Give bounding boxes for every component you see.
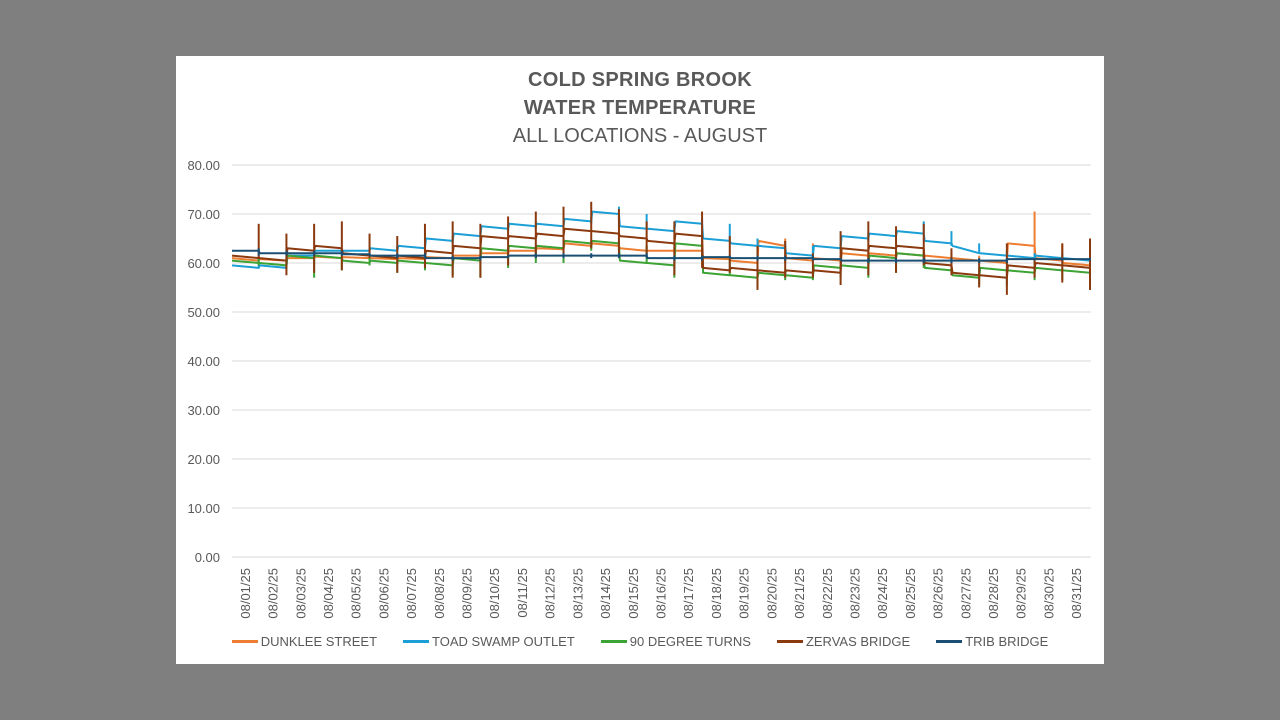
chart-legend: DUNKLEE STREET TOAD SWAMP OUTLET 90 DEGREE… [176, 634, 1104, 649]
legend-label: TOAD SWAMP OUTLET [432, 634, 575, 649]
x-tick-label: 08/17/25 [681, 568, 696, 619]
x-tick-label: 08/31/25 [1069, 568, 1084, 619]
y-tick-label: 50.00 [187, 305, 220, 320]
chart-title: COLD SPRING BROOK [528, 69, 752, 91]
x-tick-label: 08/05/25 [349, 568, 364, 619]
legend-label: TRIB BRIDGE [965, 634, 1049, 649]
x-tick-label: 08/14/25 [598, 568, 613, 619]
chart-subtitle-2: ALL LOCATIONS - AUGUST [512, 125, 768, 147]
y-tick-label: 20.00 [187, 452, 220, 467]
legend-swatch [776, 640, 803, 643]
x-tick-label: 08/24/25 [875, 568, 890, 619]
y-tick-label: 40.00 [187, 354, 220, 369]
x-tick-label: 08/22/25 [820, 568, 835, 619]
series-line [231, 239, 1091, 267]
x-tick-label: 08/28/25 [986, 568, 1001, 619]
x-tick-label: 08/08/25 [432, 568, 447, 619]
y-tick-label: 80.00 [187, 158, 220, 173]
series-trib-bridge [232, 248, 1091, 263]
series-line [231, 210, 1091, 269]
x-tick-label: 08/29/25 [1014, 568, 1029, 619]
x-tick-label: 08/09/25 [460, 568, 475, 619]
x-tick-label: 08/04/25 [321, 568, 336, 619]
x-tick-label: 08/01/25 [238, 568, 253, 619]
x-tick-label: 08/18/25 [709, 568, 724, 619]
y-tick-label: 60.00 [187, 256, 220, 271]
x-tick-label: 08/20/25 [764, 568, 779, 619]
x-tick-label: 08/30/25 [1041, 568, 1056, 619]
x-tick-label: 08/16/25 [654, 568, 669, 619]
chart-title-block: COLD SPRING BROOK WATER TEMPERATURE ALL … [176, 66, 1104, 150]
x-tick-label: 08/21/25 [792, 568, 807, 619]
legend-item: ZERVAS BRIDGE [776, 634, 911, 649]
legend-item: 90 DEGREE TURNS [600, 634, 751, 649]
legend-label: 90 DEGREE TURNS [629, 634, 751, 649]
legend-swatch [600, 640, 627, 643]
legend-label: DUNKLEE STREET [260, 634, 378, 649]
legend-item: TOAD SWAMP OUTLET [403, 634, 575, 649]
x-tick-label: 08/12/25 [543, 568, 558, 619]
x-tick-label: 08/15/25 [626, 568, 641, 619]
chart-card: COLD SPRING BROOK WATER TEMPERATURE ALL … [176, 56, 1104, 664]
y-tick-label: 70.00 [187, 207, 220, 222]
x-tick-label: 08/27/25 [958, 568, 973, 619]
legend-swatch [403, 640, 430, 643]
x-tick-label: 08/06/25 [376, 568, 391, 619]
x-tick-label: 08/25/25 [903, 568, 918, 619]
x-tick-label: 08/26/25 [931, 568, 946, 619]
x-tick-label: 08/07/25 [404, 568, 419, 619]
legend-item: DUNKLEE STREET [231, 634, 378, 649]
series-line [232, 249, 1090, 262]
legend-item: TRIB BRIDGE [936, 634, 1048, 649]
series-line [231, 239, 1091, 279]
x-tick-label: 08/02/25 [266, 568, 281, 619]
x-tick-label: 08/23/25 [847, 568, 862, 619]
x-tick-label: 08/10/25 [487, 568, 502, 619]
x-tick-label: 08/11/25 [515, 568, 530, 618]
x-tick-label: 08/03/25 [293, 568, 308, 619]
x-tick-label: 08/19/25 [737, 568, 752, 619]
y-tick-label: 30.00 [187, 403, 220, 418]
legend-swatch [231, 640, 258, 643]
y-tick-label: 0.00 [195, 550, 220, 565]
y-tick-label: 10.00 [187, 501, 220, 516]
chart-plot: 80.00 70.00 60.00 50.00 40.00 30.00 20.00 10.00… [187, 158, 1091, 619]
x-tick-label: 08/13/25 [570, 568, 585, 619]
legend-label: ZERVAS BRIDGE [805, 634, 911, 649]
legend-swatch [936, 640, 963, 643]
chart-subtitle: WATER TEMPERATURE [523, 97, 757, 119]
